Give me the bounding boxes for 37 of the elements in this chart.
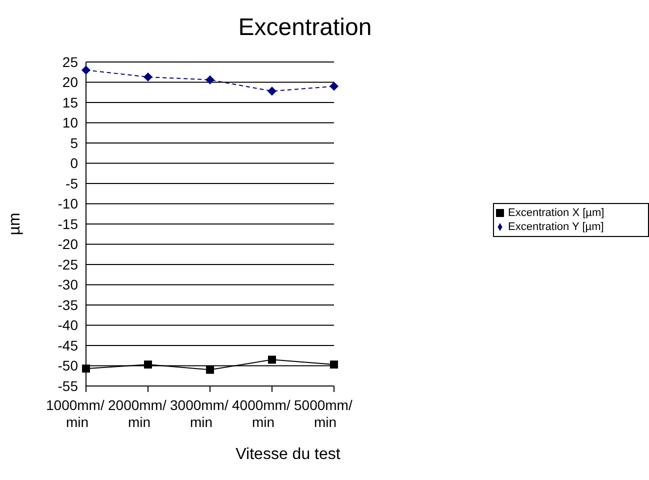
y-tick-label: -10 <box>58 196 78 212</box>
y-tick-label: 15 <box>62 94 78 110</box>
y-axis-title: µm <box>6 212 24 236</box>
x-tick-label: 3000mm/min <box>170 397 228 430</box>
y-tick-label: -15 <box>58 216 78 232</box>
y-tick-label: 0 <box>70 155 78 172</box>
y-tick-label: 10 <box>62 114 78 131</box>
point <box>268 86 276 96</box>
x-axis-title: Vitesse du test <box>234 446 342 464</box>
y-tick-label: -35 <box>58 296 78 313</box>
point <box>206 366 214 374</box>
legend-label: Excentration X [µm] <box>508 207 604 219</box>
point <box>144 360 152 369</box>
point <box>144 72 152 82</box>
y-tick-label: 5 <box>70 134 78 151</box>
point <box>82 364 90 373</box>
x-tick-label: 4000mm/min <box>232 397 290 430</box>
y-tick-label: -20 <box>58 236 78 252</box>
y-tick-label: -30 <box>58 276 78 293</box>
y-tick-label: -5 <box>66 175 78 192</box>
x-tick-label: 5000mm/min <box>294 397 352 430</box>
y-tick-label: -55 <box>58 378 78 394</box>
y-tick-label: -25 <box>58 256 78 272</box>
y-tick-label: 20 <box>62 74 78 90</box>
y-tick-label: -40 <box>58 317 78 334</box>
y-tick-label: 25 <box>62 54 78 70</box>
chart-title: Excentration <box>237 14 373 42</box>
legend-label: Excentration Y [µm] <box>508 221 604 233</box>
y-tick-label: -50 <box>58 358 78 374</box>
x-tick-label: 2000mm/min <box>108 397 166 430</box>
point <box>330 82 338 91</box>
point <box>268 356 276 364</box>
point <box>330 360 338 369</box>
y-tick-label: -45 <box>58 337 78 354</box>
point <box>206 75 214 84</box>
x-tick-label: 1000mm/min <box>46 397 104 430</box>
point <box>82 66 90 75</box>
